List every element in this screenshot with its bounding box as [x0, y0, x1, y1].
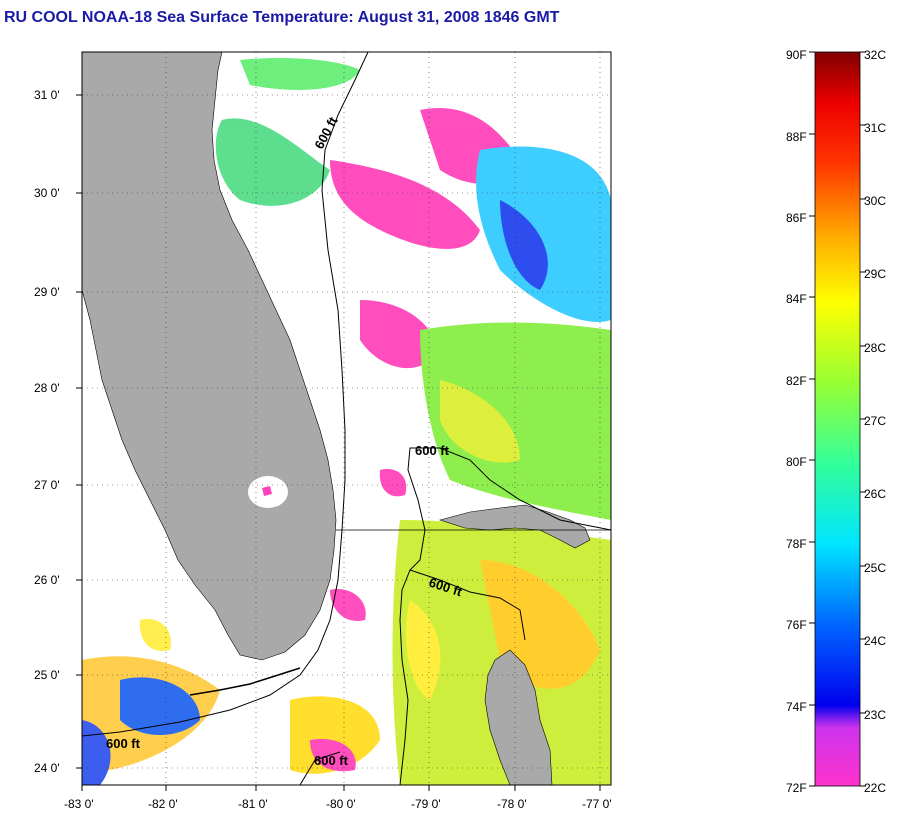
colorbar-c-label: 27C [864, 414, 886, 428]
colorbar-f-label: 74F [786, 700, 807, 714]
lon-tick: -78 0' [497, 797, 527, 811]
latitude-axis: 31 0' 30 0' 29 0' 28 0' 27 0' 26 0' 25 0… [34, 88, 82, 775]
lon-tick: -82 0' [148, 797, 178, 811]
temperature-colorbar: 90F 88F 86F 84F 82F 80F 78F 76F 74F 72F … [786, 48, 886, 795]
lat-tick: 31 0' [34, 88, 60, 102]
colorbar-f-label: 76F [786, 618, 807, 632]
lon-tick: -77 0' [582, 797, 612, 811]
map-title: RU COOL NOAA-18 Sea Surface Temperature:… [4, 9, 560, 26]
colorbar-f-label: 72F [786, 781, 807, 795]
lon-tick: -81 0' [238, 797, 268, 811]
colorbar-c-label: 30C [864, 194, 886, 208]
lat-tick: 27 0' [34, 478, 60, 492]
lat-tick: 24 0' [34, 761, 60, 775]
colorbar-f-label: 84F [786, 292, 807, 306]
lat-tick: 29 0' [34, 285, 60, 299]
colorbar-f-label: 86F [786, 211, 807, 225]
colorbar-c-label: 31C [864, 121, 886, 135]
map-frame [81, 51, 612, 786]
andros-island [484, 649, 553, 785]
contour-label-600ft-bahama: 600 ft [415, 443, 450, 458]
colorbar-f-label: 88F [786, 130, 807, 144]
colorbar-c-label: 24C [864, 634, 886, 648]
lat-tick: 28 0' [34, 381, 60, 395]
colorbar-f-label: 90F [786, 48, 807, 62]
depth-contours [82, 52, 611, 785]
lat-tick: 26 0' [34, 573, 60, 587]
florida-keys [189, 667, 301, 696]
colorbar-c-label: 32C [864, 48, 886, 62]
colorbar-gradient [814, 51, 861, 787]
colorbar-f-label: 80F [786, 455, 807, 469]
colorbar-c-label: 28C [864, 341, 886, 355]
graticule [82, 52, 611, 785]
lat-tick: 25 0' [34, 668, 60, 682]
lon-tick: -80 0' [326, 797, 356, 811]
contour-label-600ft-bottom: 600 ft [314, 753, 349, 768]
longitude-axis: -83 0' -82 0' -81 0' -80 0' -79 0' -78 0… [64, 785, 612, 811]
colorbar-c-label: 25C [864, 561, 886, 575]
colorbar-c-label: 26C [864, 487, 886, 501]
colorbar-c-label: 22C [864, 781, 886, 795]
lon-tick: -83 0' [64, 797, 94, 811]
colorbar-f-label: 82F [786, 374, 807, 388]
map-area: 600 ft 600 ft 600 ft 600 ft 600 ft [82, 52, 611, 785]
lat-tick: 30 0' [34, 186, 60, 200]
colorbar-c-label: 29C [864, 267, 886, 281]
contour-label-600ft-keys: 600 ft [106, 736, 141, 751]
florida-landmass [82, 52, 337, 661]
sst-patches [82, 58, 611, 785]
colorbar-c-label: 23C [864, 708, 886, 722]
lon-tick: -79 0' [411, 797, 441, 811]
colorbar-f-label: 78F [786, 537, 807, 551]
